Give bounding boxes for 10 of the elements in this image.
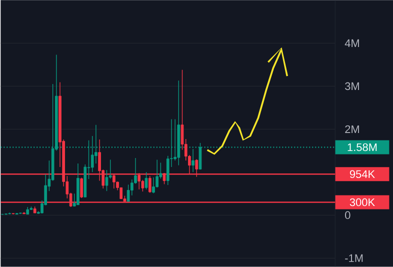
candlestick — [80, 177, 84, 198]
y-tick-label: 0 — [345, 211, 350, 220]
y-tick-label: 3M — [345, 82, 359, 90]
candlestick — [144, 172, 148, 190]
ref-line-label: 1.58M — [348, 143, 377, 152]
ref-line-label: 954K — [350, 170, 375, 178]
y-tick-label: 4M — [344, 39, 359, 47]
ref-line-label: 300K — [350, 198, 375, 206]
y-tick-label: -1M — [345, 254, 363, 262]
y-tick-label: 2M — [345, 125, 359, 134]
